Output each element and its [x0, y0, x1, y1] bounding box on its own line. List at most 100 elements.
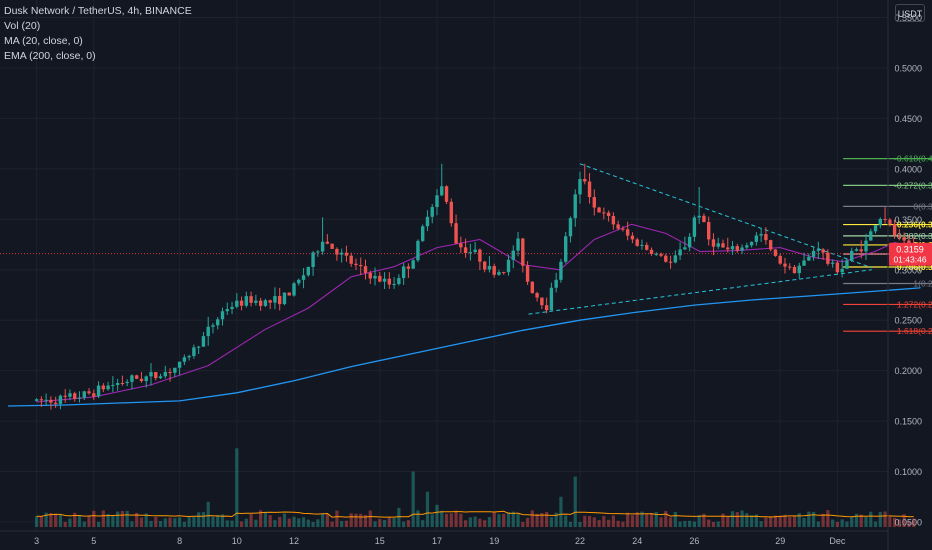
y-tick-label: 0.4000 [894, 164, 922, 174]
candle-body [606, 212, 611, 216]
volume-bar [192, 516, 196, 528]
candle-body [544, 305, 549, 311]
candle-body [559, 261, 563, 280]
x-tick-label: 15 [375, 536, 385, 546]
candle-body [583, 178, 587, 182]
candle-body [587, 181, 592, 198]
candle-body [740, 247, 744, 251]
candle-body [278, 296, 282, 305]
volume-bar [178, 517, 182, 528]
volume-bar [702, 513, 706, 528]
candle-body [411, 260, 415, 269]
y-tick-label: 0.1500 [894, 417, 922, 427]
price-tag [889, 242, 932, 266]
candle-body [554, 279, 558, 288]
volume-bar [602, 515, 606, 528]
volume-bar [187, 517, 191, 528]
candle-body [907, 240, 911, 245]
volume-bar [711, 521, 716, 528]
volume-bar [68, 518, 72, 528]
volume-bar [292, 516, 296, 528]
candle-body [192, 347, 196, 356]
volume-bar [349, 513, 353, 528]
currency-label[interactable]: USDT [895, 4, 925, 22]
x-tick-label: 3 [34, 536, 39, 546]
candle-body [316, 251, 320, 253]
candle-body [845, 260, 849, 269]
volume-bar [478, 518, 482, 528]
candle-body [101, 385, 106, 390]
x-tick-label: 10 [232, 536, 242, 546]
candle-body [721, 243, 725, 248]
candle-body [206, 326, 210, 337]
volume-bar [416, 510, 420, 528]
candle-body [382, 278, 387, 282]
volume-bar [549, 517, 553, 528]
y-tick-label: 0.0500 [894, 518, 922, 528]
volume-bar [425, 491, 430, 528]
candle-body [883, 219, 887, 221]
candle-body [378, 275, 382, 282]
volume-bar [769, 516, 773, 528]
volume-bar [449, 513, 453, 528]
candle-body [425, 216, 430, 227]
volume-bar [282, 513, 287, 528]
candle-body [149, 372, 153, 377]
candle-body [711, 239, 716, 247]
symbol-title[interactable]: Dusk Network / TetherUS, 4h, BINANCE [4, 5, 192, 17]
candle-body [125, 381, 129, 384]
fib-level-label: -0.272(0.3836) [894, 180, 932, 190]
x-tick-label: Dec [829, 536, 846, 546]
candle-body [573, 194, 577, 219]
volume-bar [197, 512, 201, 528]
candle-body [525, 265, 530, 282]
volume-bar [359, 513, 363, 528]
fib-level-label: 0.786(0.3027) [897, 262, 932, 272]
volume-bar [592, 517, 596, 528]
vol-indicator-label[interactable]: Vol (20) [4, 20, 41, 32]
volume-bar [144, 513, 148, 528]
candle-body [216, 319, 220, 326]
candle-body [77, 397, 82, 399]
volume-bar [459, 513, 463, 528]
candle-body [63, 395, 67, 397]
volume-bar [154, 517, 158, 528]
candle-body [359, 265, 363, 267]
candle-body [387, 278, 392, 285]
candle-body [196, 346, 201, 348]
candle-body [92, 393, 96, 397]
candle-body [892, 224, 897, 236]
volume-bar [659, 517, 663, 528]
volume-bar [745, 513, 749, 528]
ema-indicator-label[interactable]: EMA (200, close, 0) [4, 50, 96, 62]
volume-bar [502, 513, 506, 528]
volume-bar [697, 515, 701, 528]
candle-body [292, 283, 296, 296]
candle-body [873, 225, 878, 232]
volume-bar [530, 510, 534, 528]
candle-body [82, 391, 86, 398]
volume-bar [869, 511, 873, 528]
volume-bar [735, 512, 739, 528]
x-tick-label: 17 [432, 536, 442, 546]
candle-body [459, 243, 463, 248]
volume-bar [645, 513, 649, 528]
volume-bar [668, 517, 673, 528]
volume-bar [564, 515, 568, 528]
candle-body [821, 249, 825, 253]
volume-bar [792, 515, 797, 528]
ma-indicator-label[interactable]: MA (20, close, 0) [4, 35, 83, 47]
candle-body [616, 224, 620, 229]
candle-body [792, 266, 797, 274]
candle-body [768, 240, 773, 250]
candle-body [568, 218, 573, 237]
candle-body [325, 241, 330, 244]
candle-body [692, 217, 697, 237]
volume-bar [92, 510, 96, 528]
candle-body [759, 234, 763, 236]
volume-bar [340, 520, 344, 528]
volume-bar [683, 521, 687, 528]
volume-bar [268, 515, 272, 528]
volume-bar [616, 520, 620, 528]
